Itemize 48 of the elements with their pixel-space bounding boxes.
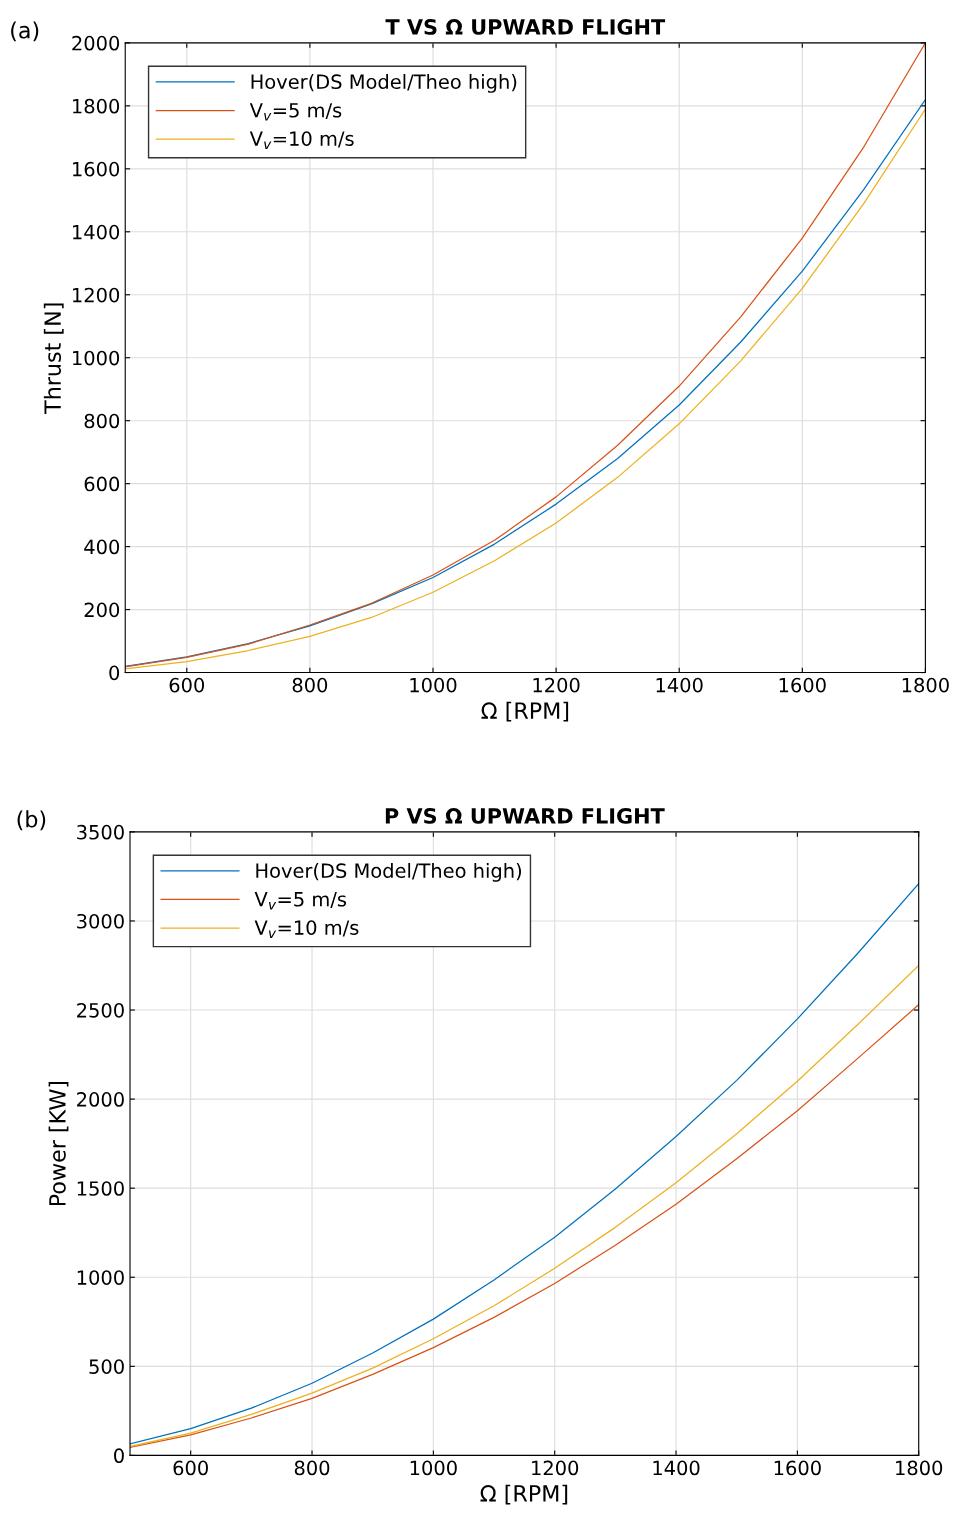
x-tick-label: 1800 (902, 677, 949, 693)
x-tick-label: 1600 (779, 677, 826, 693)
y-tick-label: 500 (89, 1359, 124, 1374)
y-axis-title: Power [KW] (48, 1081, 69, 1206)
x-tick-label: 1000 (410, 677, 457, 693)
chart-title: P VS Ω UPWARD FLIGHT (385, 808, 665, 824)
legend-label: Hover(DS Model/Theo high) (256, 862, 522, 882)
legend-label: V$_{v}$=5 m/s (249, 103, 342, 121)
y-tick-label: 1500 (77, 1181, 124, 1196)
y-tick-label: 1800 (73, 98, 120, 114)
x-axis-title: Ω [RPM] (481, 701, 569, 722)
x-tick-label: 1000 (410, 1460, 457, 1476)
x-tick-label: 1400 (656, 677, 703, 693)
y-tick-label: 0 (109, 665, 120, 681)
x-tick-label: 800 (292, 677, 328, 693)
y-tick-label: 3500 (77, 824, 124, 840)
chart-title: T VS Ω UPWARD FLIGHT (385, 19, 666, 35)
legend-label: V$_{v}$=10 m/s (254, 920, 359, 938)
y-tick-label: 200 (84, 602, 120, 618)
x-tick-label: 1800 (896, 1460, 943, 1476)
line-series (130, 882, 919, 1445)
x-tick-label: 1400 (653, 1460, 700, 1476)
y-tick-label: 2000 (72, 35, 120, 51)
y-tick-label: 1600 (73, 161, 120, 177)
y-tick-label: 3000 (77, 913, 124, 929)
y-axis-title: Thrust [N] (43, 303, 64, 414)
legend-label: Hover(DS Model/Theo high) (251, 74, 517, 93)
y-tick-label: 600 (84, 476, 120, 492)
y-tick-label: 2500 (77, 1002, 124, 1018)
y-tick-label: 2000 (77, 1092, 124, 1107)
x-tick-label: 1200 (532, 1460, 579, 1476)
x-tick-label: 800 (294, 1460, 330, 1476)
y-tick-label: 1200 (73, 287, 120, 303)
x-axis-title: Ω [RPM] (480, 1484, 568, 1505)
x-tick-label: 1200 (533, 677, 580, 693)
legend-label: V$_{v}$=10 m/s (249, 131, 354, 149)
legend-label: V$_{v}$=5 m/s (254, 892, 347, 910)
text: (b) (17, 810, 46, 831)
x-tick-label: 1600 (774, 1460, 821, 1476)
y-tick-label: 0 (114, 1448, 124, 1464)
text: (a) (11, 21, 39, 42)
y-tick-label: 1400 (73, 224, 120, 240)
y-tick-label: 1000 (77, 1270, 124, 1285)
y-tick-label: 800 (84, 413, 120, 429)
y-tick-label: 400 (84, 539, 120, 555)
x-tick-label: 600 (169, 677, 205, 693)
y-tick-label: 1000 (73, 350, 120, 366)
x-tick-label: 600 (173, 1460, 208, 1476)
